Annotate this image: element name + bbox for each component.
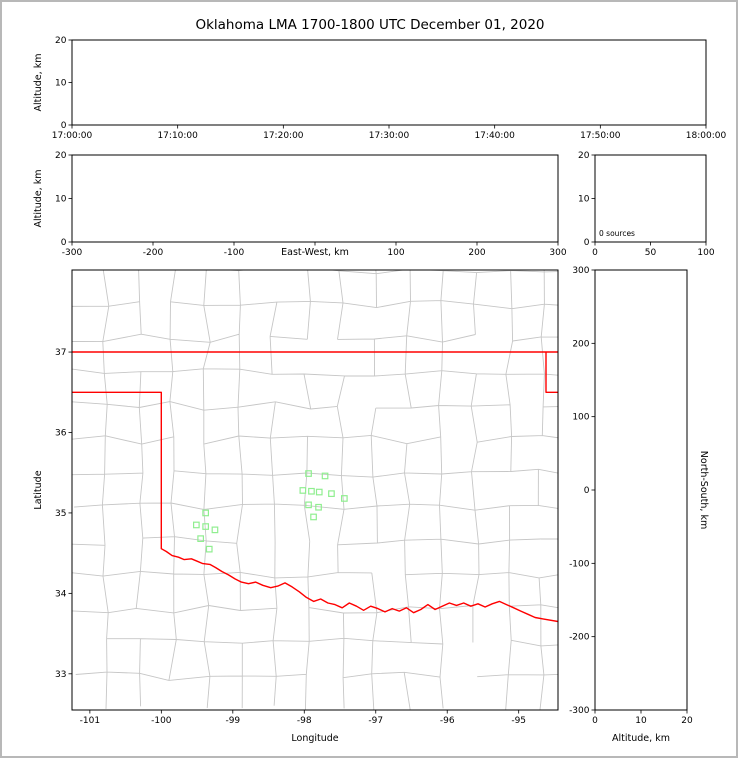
- x-tick-label: -96: [440, 716, 455, 726]
- y-tick-label: 0: [584, 486, 590, 496]
- y-tick-label: -100: [569, 559, 590, 569]
- y-tick-label: 34: [55, 589, 67, 599]
- x-tick-label: 100: [387, 248, 404, 258]
- x-axis-label: Longitude: [291, 733, 338, 744]
- y-tick-label: -300: [569, 706, 590, 716]
- x-tick-label: -100: [151, 716, 172, 726]
- panel-plan-view-map: [71, 269, 559, 711]
- county-boundaries: [72, 270, 558, 710]
- lma-station-marker: [321, 472, 329, 480]
- state-border: [72, 391, 558, 623]
- x-tick-label: -101: [80, 716, 100, 726]
- y-tick-label: 0: [61, 121, 67, 131]
- y-tick-label: 37: [55, 348, 66, 358]
- x-tick-label: -99: [225, 716, 240, 726]
- y-tick-label: 0: [61, 238, 67, 248]
- y-axis-label: Altitude, km: [33, 170, 44, 228]
- y-tick-label: 36: [55, 428, 67, 438]
- lma-station-marker: [315, 503, 322, 511]
- lma-station-marker: [328, 490, 335, 497]
- lma-station-marker: [205, 545, 213, 553]
- x-tick-label: 100: [697, 248, 714, 258]
- lma-station-marker: [305, 470, 312, 477]
- x-tick-label: 17:00:00: [52, 131, 93, 141]
- x-tick-label: 20: [681, 716, 693, 726]
- lma-station-marker: [202, 509, 209, 517]
- x-tick-label: 17:50:00: [580, 131, 621, 141]
- x-tick-label: 17:30:00: [369, 131, 410, 141]
- x-tick-label: -98: [297, 716, 312, 726]
- x-axis-label: Altitude, km: [612, 733, 670, 744]
- y-axis-label: Altitude, km: [33, 54, 44, 112]
- sources-annotation: 0 sources: [599, 229, 635, 238]
- y-tick-label: 300: [572, 266, 589, 276]
- y-tick-label: 10: [55, 195, 67, 205]
- y-tick-label: 10: [55, 79, 67, 89]
- y-tick-label: 35: [55, 509, 66, 519]
- x-tick-label: 50: [645, 248, 657, 258]
- y-tick-label: 200: [572, 339, 589, 349]
- lma-station-marker: [310, 513, 317, 521]
- x-tick-label: 0: [592, 716, 598, 726]
- lma-station-marker: [341, 495, 348, 502]
- y-tick-label: 20: [578, 151, 590, 161]
- x-tick-label: -200: [143, 248, 164, 258]
- right-axis-label: North-South, km: [698, 451, 709, 529]
- x-tick-label: -95: [511, 716, 526, 726]
- x-tick-label: -100: [224, 248, 245, 258]
- y-tick-label: 0: [584, 238, 590, 248]
- lma-station-marker: [315, 488, 323, 496]
- x-tick-label: 300: [549, 248, 566, 258]
- lma-station-marker: [193, 521, 200, 529]
- y-tick-label: 33: [55, 670, 66, 680]
- figure-title: Oklahoma LMA 1700-1800 UTC December 01, …: [195, 17, 544, 33]
- lma-station-marker: [197, 535, 204, 543]
- y-tick-label: -200: [569, 633, 590, 643]
- map-content: [72, 270, 558, 710]
- x-tick-label: 17:40:00: [474, 131, 515, 141]
- x-tick-label: 17:20:00: [263, 131, 304, 141]
- lma-station-marker: [202, 523, 209, 530]
- x-axis-label: East-West, km: [281, 247, 349, 258]
- y-tick-label: 20: [55, 36, 67, 46]
- x-tick-label: 0: [592, 248, 598, 258]
- x-tick-label: -300: [62, 248, 83, 258]
- state-border: [545, 352, 558, 393]
- x-tick-label: 18:00:00: [686, 131, 727, 141]
- y-tick-label: 20: [55, 151, 67, 161]
- x-tick-label: 10: [635, 716, 647, 726]
- x-tick-label: 200: [468, 248, 485, 258]
- y-tick-label: 100: [572, 413, 589, 423]
- lma-station-marker: [305, 501, 312, 509]
- lma-station-marker: [299, 487, 307, 494]
- lma-station-marker: [211, 526, 219, 534]
- y-axis-label: Latitude: [33, 470, 44, 509]
- lma-station-marker: [308, 487, 315, 495]
- x-tick-label: 17:10:00: [157, 131, 198, 141]
- x-tick-label: -97: [368, 716, 383, 726]
- y-tick-label: 10: [578, 195, 590, 205]
